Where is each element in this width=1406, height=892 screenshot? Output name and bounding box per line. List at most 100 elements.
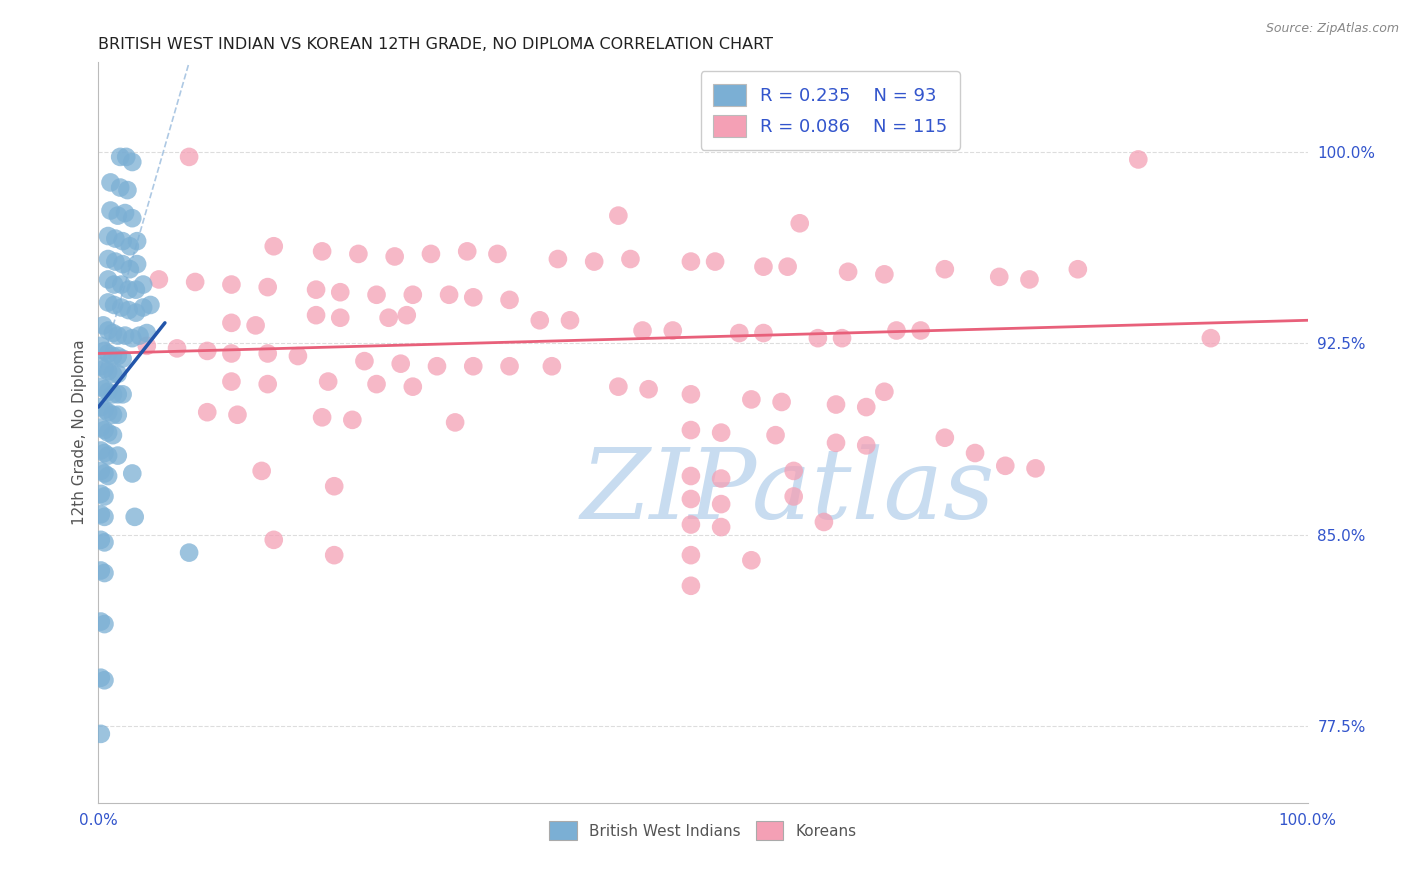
Point <box>347 247 370 261</box>
Point <box>1199 331 1222 345</box>
Point <box>607 379 630 393</box>
Point <box>831 331 853 345</box>
Point <box>97 364 120 378</box>
Text: Source: ZipAtlas.com: Source: ZipAtlas.com <box>1265 22 1399 36</box>
Point <box>402 379 425 393</box>
Point <box>316 375 339 389</box>
Point <box>456 244 478 259</box>
Point <box>107 328 129 343</box>
Point <box>90 615 112 629</box>
Point <box>111 387 134 401</box>
Point <box>221 375 243 389</box>
Point <box>679 423 702 437</box>
Point <box>329 285 352 300</box>
Point <box>837 265 859 279</box>
Point <box>93 361 115 376</box>
Point <box>166 342 188 356</box>
Point <box>256 280 278 294</box>
Point <box>1024 461 1046 475</box>
Point <box>90 359 112 374</box>
Point <box>101 387 124 401</box>
Point <box>1067 262 1090 277</box>
Point <box>90 487 112 501</box>
Y-axis label: 12th Grade, No Diploma: 12th Grade, No Diploma <box>72 340 87 525</box>
Point <box>104 231 127 245</box>
Point <box>323 548 346 562</box>
Point <box>118 303 141 318</box>
Point <box>256 377 278 392</box>
Point <box>132 277 155 292</box>
Point <box>101 349 124 363</box>
Point <box>256 346 278 360</box>
Point <box>263 239 285 253</box>
Point <box>90 339 112 353</box>
Point <box>93 423 115 437</box>
Point <box>752 260 775 274</box>
Point <box>704 254 727 268</box>
Point <box>329 310 352 325</box>
Point <box>607 209 630 223</box>
Point <box>679 517 702 532</box>
Point <box>93 535 115 549</box>
Point <box>782 464 804 478</box>
Legend: British West Indians, Koreans: British West Indians, Koreans <box>538 811 868 851</box>
Point <box>111 351 134 366</box>
Point <box>311 410 333 425</box>
Point <box>93 402 115 417</box>
Point <box>740 553 762 567</box>
Point <box>637 382 659 396</box>
Point <box>463 359 485 374</box>
Point <box>114 206 136 220</box>
Point <box>710 472 733 486</box>
Point <box>139 298 162 312</box>
Point <box>444 416 467 430</box>
Point <box>97 449 120 463</box>
Point <box>740 392 762 407</box>
Point <box>679 579 702 593</box>
Point <box>127 234 149 248</box>
Point <box>104 254 127 268</box>
Point <box>93 617 115 632</box>
Point <box>90 443 112 458</box>
Point <box>118 239 141 253</box>
Point <box>752 326 775 340</box>
Point <box>101 326 124 340</box>
Point <box>90 379 112 393</box>
Point <box>115 150 138 164</box>
Point <box>90 727 112 741</box>
Point <box>305 283 328 297</box>
Point <box>679 548 702 562</box>
Point <box>221 346 243 360</box>
Point <box>245 318 267 333</box>
Point <box>90 564 112 578</box>
Point <box>366 287 388 301</box>
Point <box>855 400 877 414</box>
Point <box>97 229 120 244</box>
Point <box>148 272 170 286</box>
Point <box>710 425 733 440</box>
Point <box>100 203 122 218</box>
Point <box>110 277 132 292</box>
Point <box>263 533 285 547</box>
Point <box>934 262 956 277</box>
Point <box>426 359 449 374</box>
Point <box>97 469 120 483</box>
Point <box>765 428 787 442</box>
Point <box>93 382 115 396</box>
Point <box>994 458 1017 473</box>
Point <box>121 467 143 481</box>
Point <box>402 287 425 301</box>
Point <box>107 408 129 422</box>
Point <box>128 328 150 343</box>
Point <box>910 324 932 338</box>
Point <box>807 331 830 345</box>
Point <box>619 252 641 266</box>
Point <box>825 398 848 412</box>
Point <box>90 508 112 522</box>
Point <box>97 272 120 286</box>
Point <box>93 673 115 688</box>
Point <box>661 324 683 338</box>
Point <box>813 515 835 529</box>
Point <box>93 343 115 358</box>
Point <box>776 260 799 274</box>
